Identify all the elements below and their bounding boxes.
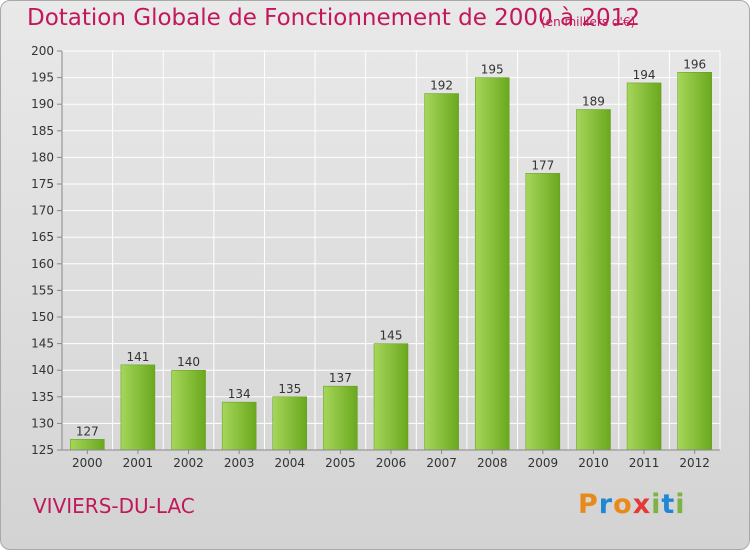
bar <box>424 93 459 451</box>
y-tick-label: 135 <box>31 390 54 404</box>
data-label: 177 <box>531 158 554 172</box>
x-tick-label: 2011 <box>629 456 660 470</box>
data-label: 135 <box>278 382 301 396</box>
y-axis: 125 130 135 140 145 150 155 160 165 170 175 180 185 1… <box>31 44 63 457</box>
y-tick-label: 130 <box>31 416 54 430</box>
y-tick-label: 165 <box>31 230 54 244</box>
logo-letter: i <box>675 489 686 520</box>
y-tick-label: 160 <box>31 257 54 271</box>
data-label: 127 <box>76 424 99 438</box>
data-label: 189 <box>582 95 605 109</box>
bar <box>70 439 105 451</box>
x-tick-label: 2000 <box>72 456 103 470</box>
x-tick-label: 2003 <box>224 456 255 470</box>
x-tick-label: 2012 <box>679 456 710 470</box>
y-tick-label: 200 <box>31 44 54 58</box>
chart-title: Dotation Globale de Fonctionnement de 20… <box>27 5 640 31</box>
x-tick-label: 2006 <box>376 456 407 470</box>
bar <box>677 72 712 451</box>
bar <box>373 343 409 451</box>
x-tick-label: 2001 <box>123 456 154 470</box>
x-tick-label: 2007 <box>426 456 457 470</box>
bar <box>171 369 206 451</box>
x-tick-label: 2005 <box>325 456 356 470</box>
y-tick-label: 170 <box>31 204 54 218</box>
y-tick-label: 150 <box>31 310 54 324</box>
data-label: 140 <box>177 355 200 369</box>
data-label: 192 <box>430 79 453 93</box>
bar <box>120 364 156 451</box>
y-tick-label: 125 <box>31 443 54 457</box>
logo-letter: o <box>613 489 633 520</box>
y-tick-label: 140 <box>31 363 54 377</box>
bar <box>474 77 510 451</box>
data-label: 196 <box>683 57 706 71</box>
bar <box>221 401 257 451</box>
data-label: 141 <box>126 350 149 364</box>
data-label: 134 <box>228 387 251 401</box>
data-label: 145 <box>380 329 403 343</box>
data-label: 195 <box>481 63 504 77</box>
y-tick-label: 185 <box>31 124 54 138</box>
logo-letter: x <box>632 489 652 520</box>
y-tick-label: 190 <box>31 97 54 111</box>
y-tick-label: 145 <box>31 337 54 351</box>
bar <box>576 109 611 451</box>
logo-letter: r <box>598 489 614 520</box>
y-tick-label: 195 <box>31 71 54 85</box>
logo-letter: i <box>651 489 662 520</box>
data-label: 137 <box>329 371 352 385</box>
x-tick-label: 2010 <box>578 456 609 470</box>
x-tick-label: 2002 <box>173 456 204 470</box>
bars: 127 141 140 134 135 137 145 192 195 177 189 194 196 <box>70 57 712 451</box>
bar <box>525 173 561 451</box>
city-name: VIVIERS-DU-LAC <box>33 494 195 518</box>
logo-letter: P <box>578 489 599 520</box>
bar <box>626 82 662 451</box>
bar <box>272 396 308 451</box>
x-tick-label: 2004 <box>274 456 305 470</box>
x-axis: 2000 2001 2002 2003 2004 2005 2006 2007 2008 2009… <box>62 449 720 470</box>
logo-letter: t <box>661 489 676 520</box>
chart-subtitle: (en milliers d'€) <box>541 15 636 29</box>
x-tick-label: 2008 <box>477 456 508 470</box>
y-tick-label: 180 <box>31 150 54 164</box>
proxiti-logo: Proxiti <box>578 489 686 520</box>
x-tick-label: 2009 <box>528 456 559 470</box>
data-label: 194 <box>633 68 656 82</box>
bar <box>323 385 358 451</box>
y-tick-label: 155 <box>31 283 54 297</box>
y-tick-label: 175 <box>31 177 54 191</box>
